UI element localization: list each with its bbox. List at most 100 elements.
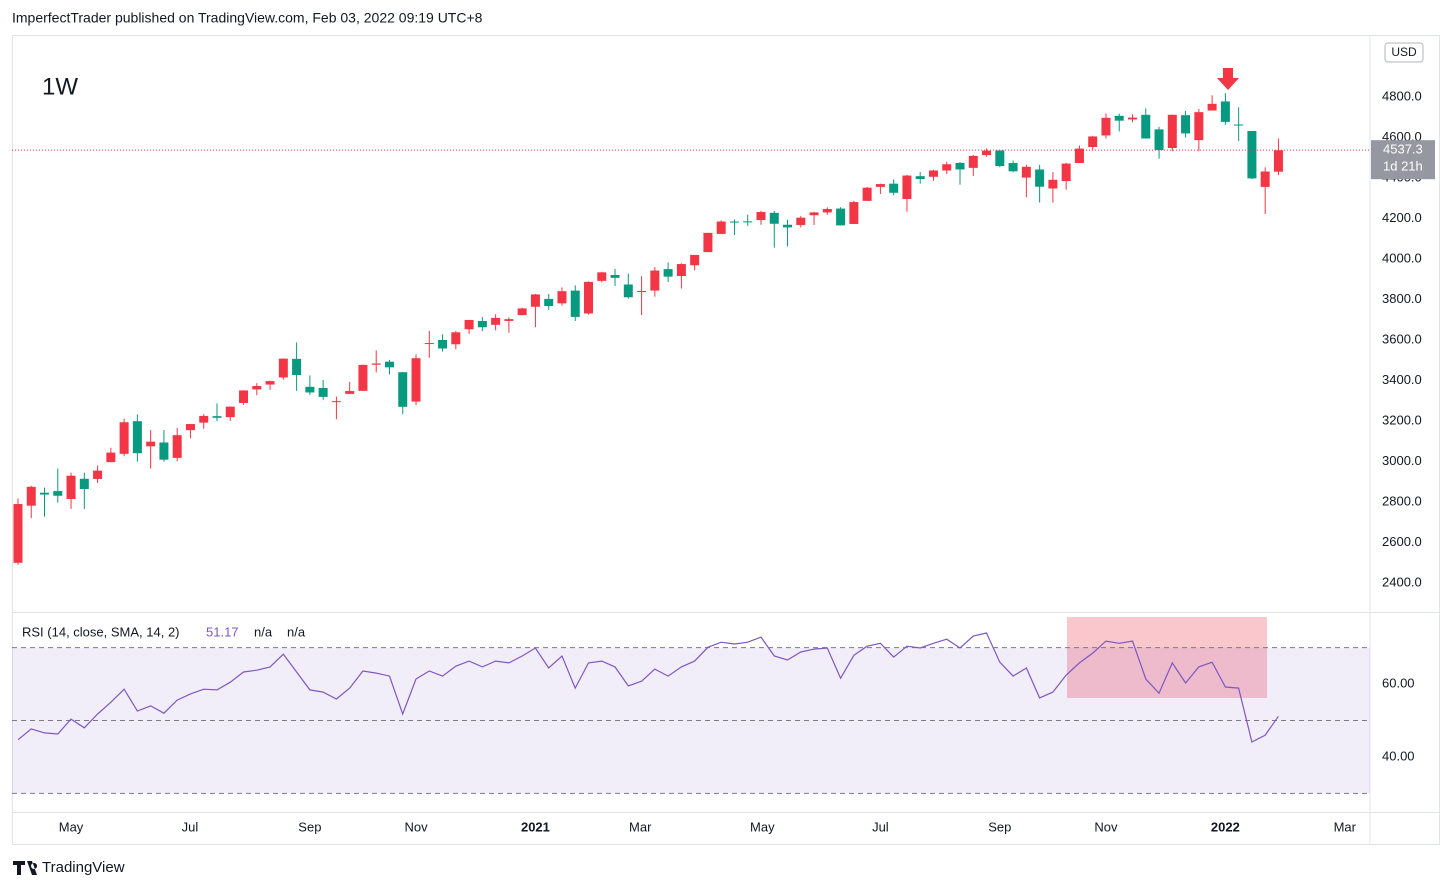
y-tick-label: 4000.0: [1382, 250, 1422, 265]
candle-body: [690, 254, 700, 266]
candle-body: [106, 452, 116, 463]
x-tick-label: 2022: [1211, 819, 1240, 834]
candle-body: [570, 290, 580, 317]
candle-body: [53, 491, 63, 496]
candle-body: [875, 184, 885, 187]
candle-body: [504, 319, 514, 321]
candle-body: [889, 183, 899, 193]
candle-body: [66, 475, 76, 499]
x-tick-label: Nov: [404, 819, 428, 834]
candle-body: [557, 291, 567, 304]
candle-body: [1035, 169, 1045, 187]
candle-body: [1074, 148, 1084, 163]
candle-body: [610, 274, 620, 278]
candle-body: [384, 361, 394, 368]
currency-box[interactable]: [1384, 42, 1424, 63]
y-tick-label: 3200.0: [1382, 412, 1422, 427]
candle-body: [1207, 103, 1217, 111]
x-tick-label: Jul: [182, 819, 199, 834]
candle-body: [902, 175, 912, 200]
x-tick-label: Jul: [872, 819, 889, 834]
candle-body: [1141, 114, 1151, 139]
candle-body: [1167, 114, 1177, 149]
brand-name: TradingView: [42, 859, 125, 876]
x-tick-label: May: [750, 819, 775, 834]
candle-body: [729, 221, 739, 223]
candle-body: [119, 422, 129, 454]
candle-body: [769, 212, 779, 224]
rsi-value: 51.17: [206, 624, 239, 639]
candle-body: [756, 212, 766, 221]
candle-body: [1247, 130, 1257, 179]
candle-body: [530, 294, 540, 307]
rsi-na: n/a: [254, 624, 273, 639]
candle-body: [199, 415, 209, 423]
y-tick-label: 3000.0: [1382, 453, 1422, 468]
y-tick-label: 3400.0: [1382, 372, 1422, 387]
candle-body: [292, 358, 302, 376]
candle-body: [1220, 101, 1230, 122]
y-tick-label: 2800.0: [1382, 493, 1422, 508]
y-tick-label: 2600.0: [1382, 534, 1422, 549]
candle-body: [305, 386, 315, 393]
candle-body: [318, 388, 328, 397]
y-tick-label: 4200.0: [1382, 210, 1422, 225]
candle-body: [623, 284, 633, 298]
x-tick-label: May: [59, 819, 84, 834]
x-tick-label: Nov: [1094, 819, 1118, 834]
candle-body: [716, 221, 726, 234]
candle-body: [637, 290, 647, 292]
candle-body: [1061, 163, 1071, 182]
candle-body: [451, 332, 461, 345]
candle-body: [597, 272, 607, 281]
y-tick-label: 4800.0: [1382, 88, 1422, 103]
candle-body: [331, 401, 341, 403]
candle-body: [1114, 115, 1124, 121]
candle-body: [1021, 166, 1031, 178]
candle-body: [849, 202, 859, 224]
rsi-legend: RSI (14, close, SMA, 14, 2): [22, 624, 180, 639]
x-tick-label: 2021: [521, 819, 550, 834]
candle-body: [159, 442, 169, 460]
candle-body: [40, 492, 50, 495]
last-price-label: 4537.3: [1383, 142, 1423, 157]
candle-body: [26, 486, 36, 506]
candle-body: [544, 298, 554, 306]
last-price-box: [1371, 140, 1435, 180]
candle-body: [796, 217, 806, 225]
candle-body: [79, 478, 89, 490]
candle-body: [252, 385, 262, 390]
candle-body: [703, 232, 713, 253]
candle-body: [650, 270, 660, 291]
candle-body: [239, 390, 249, 403]
publish-info: ImperfectTrader published on TradingView…: [12, 10, 483, 26]
candle-body: [1194, 112, 1204, 141]
candle-body: [822, 208, 832, 213]
candle-body: [809, 212, 819, 216]
candle-body: [225, 406, 235, 418]
rsi-na: n/a: [287, 624, 306, 639]
candle-body: [132, 421, 142, 454]
candle-body: [783, 224, 793, 228]
candle-body: [1260, 171, 1270, 187]
candle-body: [928, 170, 938, 177]
candle-body: [146, 441, 156, 447]
y-tick-label: 4600.0: [1382, 129, 1422, 144]
candle-body: [676, 264, 686, 277]
brand-logo: [13, 861, 38, 875]
candle-body: [995, 150, 1005, 167]
candle-body: [1101, 117, 1111, 136]
candle-body: [358, 364, 368, 391]
candle-body: [93, 470, 103, 479]
candle-body: [1234, 124, 1244, 126]
candle-body: [424, 343, 434, 345]
candle-body: [1154, 129, 1164, 151]
candle-body: [185, 424, 195, 431]
arrow-annotation: [1217, 68, 1239, 90]
y-tick-label: 2400.0: [1382, 574, 1422, 589]
candle-body: [584, 281, 594, 314]
y-tick-label: 3600.0: [1382, 331, 1422, 346]
candle-body: [438, 340, 448, 349]
x-tick-label: Mar: [629, 819, 652, 834]
